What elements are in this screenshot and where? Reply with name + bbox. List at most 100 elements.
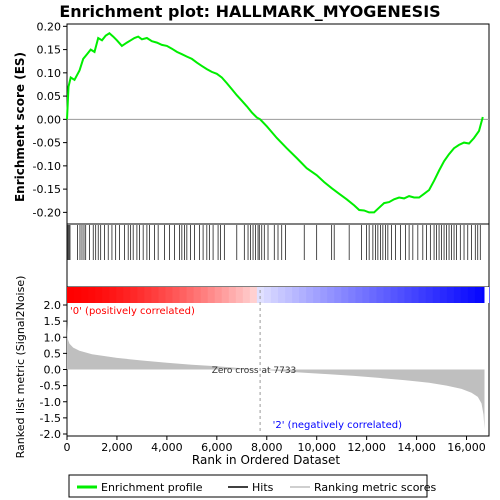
es-panel-frame [66, 23, 490, 225]
color-bar-segment [446, 287, 455, 303]
x-tick-label: 8,000 [251, 441, 283, 454]
metric-axis-label: Ranked list metric (Signal2Noise) [14, 276, 27, 459]
color-bar-segment [425, 287, 434, 303]
legend-label-metric: Ranking metric scores [314, 481, 436, 494]
color-bar-segment [214, 287, 223, 303]
color-bar-segment [334, 287, 342, 303]
es-line [66, 32, 484, 214]
color-bar-segment [439, 287, 448, 303]
color-bar-segment [151, 287, 160, 303]
color-bar-segment [109, 287, 117, 303]
es-tick-label: 0.10 [37, 67, 62, 80]
es-tick-label: -0.10 [33, 160, 61, 173]
color-bar-segment [116, 287, 124, 303]
color-bar-segment [228, 287, 237, 303]
metric-tick-label: 2.0 [44, 299, 62, 312]
color-bar-segment [242, 287, 251, 303]
color-bar-segment [95, 287, 103, 303]
color-bar-segment [460, 287, 469, 303]
color-bar-segment [285, 287, 293, 303]
color-bar-segment [88, 287, 96, 303]
color-bar-segment [193, 287, 202, 303]
x-tick-label: 0 [64, 441, 71, 454]
color-bar-segment [81, 287, 89, 303]
color-bar-segment [158, 287, 167, 303]
color-bar-segment [474, 287, 483, 303]
color-bar-segment [390, 287, 399, 303]
color-bar-segment [292, 287, 300, 303]
color-bar-segment [130, 287, 138, 303]
x-ticks: 0 2,000 4,000 6,000 8,000 10,000 12,000 14,000 1… [64, 436, 486, 454]
x-tick-label: 12,000 [347, 441, 386, 454]
enrichment-profile-line [66, 32, 484, 214]
es-ticks: 0.20 0.15 0.10 0.05 0.00 -0.05 -0.10 -0.15 -0.20 [33, 20, 67, 219]
es-tick-label: 0.15 [37, 44, 62, 57]
ranking-metric-fill [67, 322, 485, 430]
color-bar-segment [235, 287, 244, 303]
color-bar-segment [397, 287, 406, 303]
es-tick-label: -0.05 [33, 137, 61, 150]
chart-title: Enrichment plot: HALLMARK_MYOGENESIS [59, 2, 440, 21]
color-bar-segment [102, 287, 110, 303]
color-bar-segment [313, 287, 321, 303]
color-bar-segment [256, 287, 265, 303]
color-bar-segment [418, 287, 427, 303]
color-bar-segment [186, 287, 195, 303]
metric-tick-label: -2.0 [40, 428, 61, 441]
color-bar-segment [299, 287, 307, 303]
metric-tick-label: -0.5 [40, 380, 61, 393]
es-tick-label: -0.20 [33, 206, 61, 219]
color-bar-segment [327, 287, 335, 303]
metric-tick-label: 0.5 [44, 347, 62, 360]
hit-marks [67, 225, 481, 260]
color-bar-segment [348, 287, 356, 303]
color-bar-segment [355, 287, 363, 303]
metric-ticks: 2.0 1.5 1.0 0.5 0.0 -0.5 -1.0 -1.5 -2.0 [40, 299, 67, 441]
metric-tick-label: -1.0 [40, 396, 61, 409]
color-bar-segment [320, 287, 328, 303]
metric-area [67, 290, 485, 434]
color-bar-segment [144, 287, 152, 303]
color-bar-segment [249, 287, 258, 303]
color-bar-segment [137, 287, 145, 303]
rank-color-bar [67, 287, 490, 303]
positive-label: '0' (positively correlated) [70, 306, 195, 317]
metric-tick-label: -1.5 [40, 412, 61, 425]
color-bar-segment [207, 287, 216, 303]
x-tick-label: 16,000 [447, 441, 486, 454]
legend-label-hits: Hits [252, 481, 274, 494]
color-bar-segment [341, 287, 349, 303]
color-bar-segment [369, 287, 378, 303]
x-tick-label: 10,000 [297, 441, 336, 454]
color-bar-segment [362, 287, 371, 303]
es-tick-label: 0.05 [37, 90, 62, 103]
color-bar-segment [411, 287, 420, 303]
es-tick-label: 0.00 [37, 113, 62, 126]
negative-label: '2' (negatively correlated) [273, 420, 402, 431]
metric-tick-label: 0.0 [44, 364, 62, 377]
color-bar-segment [278, 287, 286, 303]
color-bar-tail [484, 287, 489, 303]
es-tick-label: 0.20 [37, 20, 62, 33]
color-bar-segment [123, 287, 131, 303]
x-tick-label: 2,000 [101, 441, 133, 454]
x-axis-label: Rank in Ordered Dataset [192, 453, 340, 467]
color-bar-segment [165, 287, 174, 303]
color-bar-segment [404, 287, 413, 303]
color-bar-segment [67, 287, 75, 303]
color-bar-segment [306, 287, 314, 303]
color-bar-segment [376, 287, 385, 303]
color-bar-segment [453, 287, 462, 303]
legend-box [68, 474, 428, 498]
legend-label-enrichment: Enrichment profile [101, 481, 203, 494]
color-bar-segment [200, 287, 209, 303]
color-bar-segment [263, 287, 272, 303]
color-bar-segment [172, 287, 181, 303]
color-bar-segment [270, 287, 279, 303]
legend: Enrichment profile Hits Ranking metric s… [68, 474, 436, 498]
color-bar-segment [221, 287, 230, 303]
color-bar-segment [432, 287, 441, 303]
metric-tick-label: 1.5 [44, 315, 62, 328]
x-tick-label: 6,000 [201, 441, 233, 454]
